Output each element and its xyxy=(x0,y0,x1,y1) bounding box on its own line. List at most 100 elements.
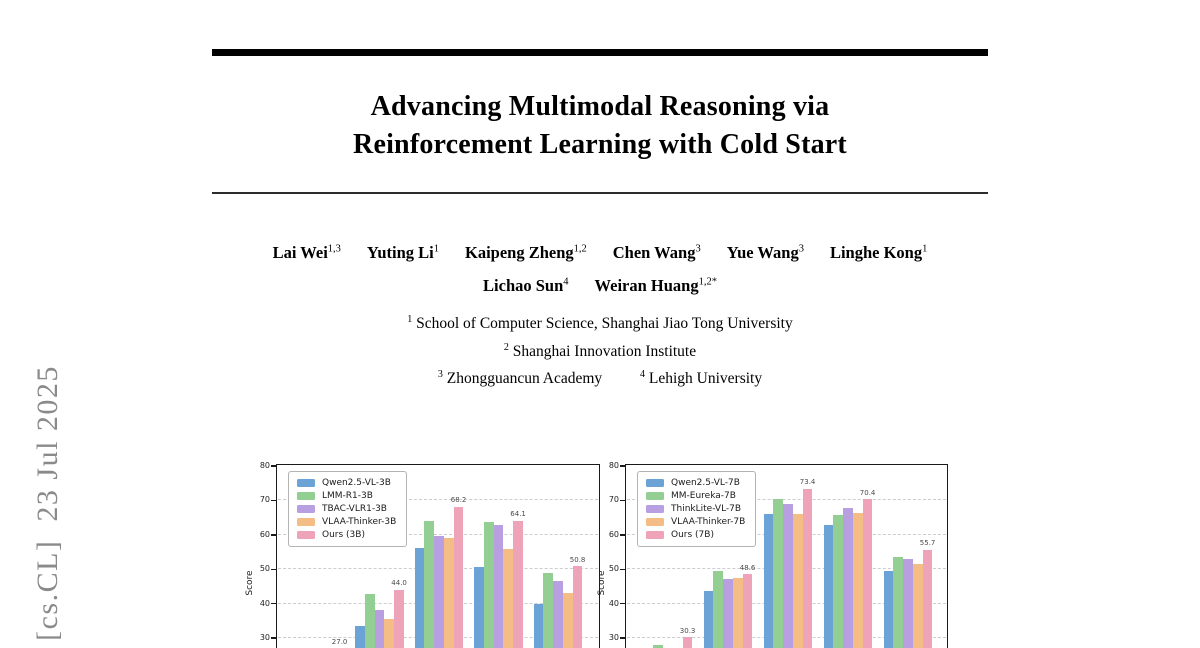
author: Yue Wang3 xyxy=(727,243,804,263)
legend-swatch xyxy=(646,504,664,514)
legend-swatch xyxy=(297,478,315,488)
bar xyxy=(533,603,544,648)
bar xyxy=(893,557,904,648)
bar xyxy=(653,644,664,648)
author: Kaipeng Zheng1,2 xyxy=(465,243,587,263)
legend-item: Ours (7B) xyxy=(646,530,745,540)
author-affiliation-sup: 1,2* xyxy=(698,276,717,288)
bar xyxy=(453,506,464,648)
legend-item: VLAA-Thinker-7B xyxy=(646,517,745,527)
bar-value-label: 48.6 xyxy=(739,563,756,572)
author-name: Chen Wang xyxy=(612,243,696,262)
affiliation-line-3: 3 Zhongguancun Academy 4 Lehigh Universi… xyxy=(0,369,1200,388)
affiliation-sup: 2 xyxy=(503,342,509,353)
y-tick-label: 70 xyxy=(608,495,619,505)
paper-title: Advancing Multimodal Reasoning via Reinf… xyxy=(0,88,1200,164)
bar xyxy=(792,513,803,648)
bar xyxy=(723,578,733,648)
bar xyxy=(483,521,494,648)
author: Lichao Sun4 xyxy=(483,276,569,296)
author: Yuting Li1 xyxy=(367,243,439,263)
y-tick-mark xyxy=(620,465,625,467)
author-name: Linghe Kong xyxy=(829,243,923,262)
author-affiliation-sup: 4 xyxy=(563,276,569,288)
bar xyxy=(493,524,504,648)
legend-swatch xyxy=(646,478,664,488)
y-tick-mark xyxy=(271,465,276,467)
bar xyxy=(843,507,853,648)
bar xyxy=(374,610,385,648)
legend-label: Qwen2.5-VL-7B xyxy=(671,478,740,488)
affiliation-item: 4 Lehigh University xyxy=(640,369,763,388)
bar xyxy=(732,578,743,648)
bar xyxy=(394,589,404,648)
legend: Qwen2.5-VL-7B MM-Eureka-7B ThinkLite-VL-7B… xyxy=(637,471,757,547)
bar xyxy=(414,548,425,648)
legend-swatch xyxy=(646,517,664,527)
bar xyxy=(833,514,844,648)
paper-title-line1: Advancing Multimodal Reasoning via xyxy=(370,91,830,122)
y-tick-mark xyxy=(620,568,625,570)
affiliation-line-1: 1 School of Computer Science, Shanghai J… xyxy=(0,314,1200,333)
bar xyxy=(823,525,834,648)
author-name: Weiran Huang xyxy=(594,276,699,295)
bar xyxy=(922,549,933,648)
legend-swatch xyxy=(646,491,664,501)
y-tick-mark xyxy=(271,602,276,605)
bar-value-label: 64.1 xyxy=(510,510,526,519)
legend-item: MM-Eureka-7B xyxy=(646,491,745,501)
affiliation-text: Shanghai Innovation Institute xyxy=(512,343,697,361)
affiliation-sup: 1 xyxy=(407,314,413,325)
title-rule-top xyxy=(212,49,988,56)
bar xyxy=(912,563,923,648)
y-tick-mark xyxy=(271,534,276,536)
author: Linghe Kong1 xyxy=(830,243,927,263)
bar xyxy=(703,590,714,648)
bar xyxy=(474,566,484,648)
legend-label: ThinkLite-VL-7B xyxy=(671,504,742,514)
y-axis-title: Score xyxy=(597,570,607,596)
bar-value-label: 30.3 xyxy=(679,626,696,635)
legend-label: VLAA-Thinker-3B xyxy=(322,517,397,527)
bar-value-label: 27.0 xyxy=(331,637,348,646)
bar-value-label: 73.4 xyxy=(799,478,816,487)
bar xyxy=(562,592,573,648)
legend-label: Qwen2.5-VL-3B xyxy=(322,478,391,488)
affiliation-line-2: 2 Shanghai Innovation Institute xyxy=(0,342,1200,361)
author-affiliation-sup: 1,2 xyxy=(573,243,587,255)
bar xyxy=(852,512,863,648)
bar xyxy=(862,499,873,648)
legend-swatch xyxy=(297,530,315,540)
author: Weiran Huang1,2* xyxy=(595,276,717,296)
legend-label: VLAA-Thinker-7B xyxy=(671,517,746,527)
bar xyxy=(783,504,793,648)
bar xyxy=(682,637,693,648)
bar xyxy=(742,574,753,648)
bar xyxy=(384,619,395,648)
bar xyxy=(434,535,444,648)
legend-label: Ours (3B) xyxy=(322,530,365,540)
y-tick-label: 60 xyxy=(608,529,619,539)
author-name: Lichao Sun xyxy=(483,276,564,295)
bar xyxy=(903,558,913,648)
legend-item: VLAA-Thinker-3B xyxy=(297,517,396,527)
y-tick-mark xyxy=(271,568,276,570)
author-name: Kaipeng Zheng xyxy=(464,243,574,262)
bar xyxy=(773,499,784,648)
legend-label: Ours (7B) xyxy=(671,530,714,540)
y-tick-label: 40 xyxy=(259,598,270,608)
author-affiliation-sup: 3 xyxy=(798,243,804,255)
y-tick-mark xyxy=(620,637,625,639)
y-tick-mark xyxy=(620,602,625,605)
legend-item: Qwen2.5-VL-7B xyxy=(646,478,745,488)
bar xyxy=(503,548,514,648)
legend-swatch xyxy=(297,504,315,514)
bar xyxy=(355,626,365,648)
bar xyxy=(572,566,583,648)
affiliation-text: Lehigh University xyxy=(648,370,763,388)
author-list-line1: Lai Wei1,3 Yuting Li1 Kaipeng Zheng1,2 C… xyxy=(0,243,1200,263)
author-name: Yuting Li xyxy=(366,243,434,262)
legend-swatch xyxy=(297,517,315,527)
